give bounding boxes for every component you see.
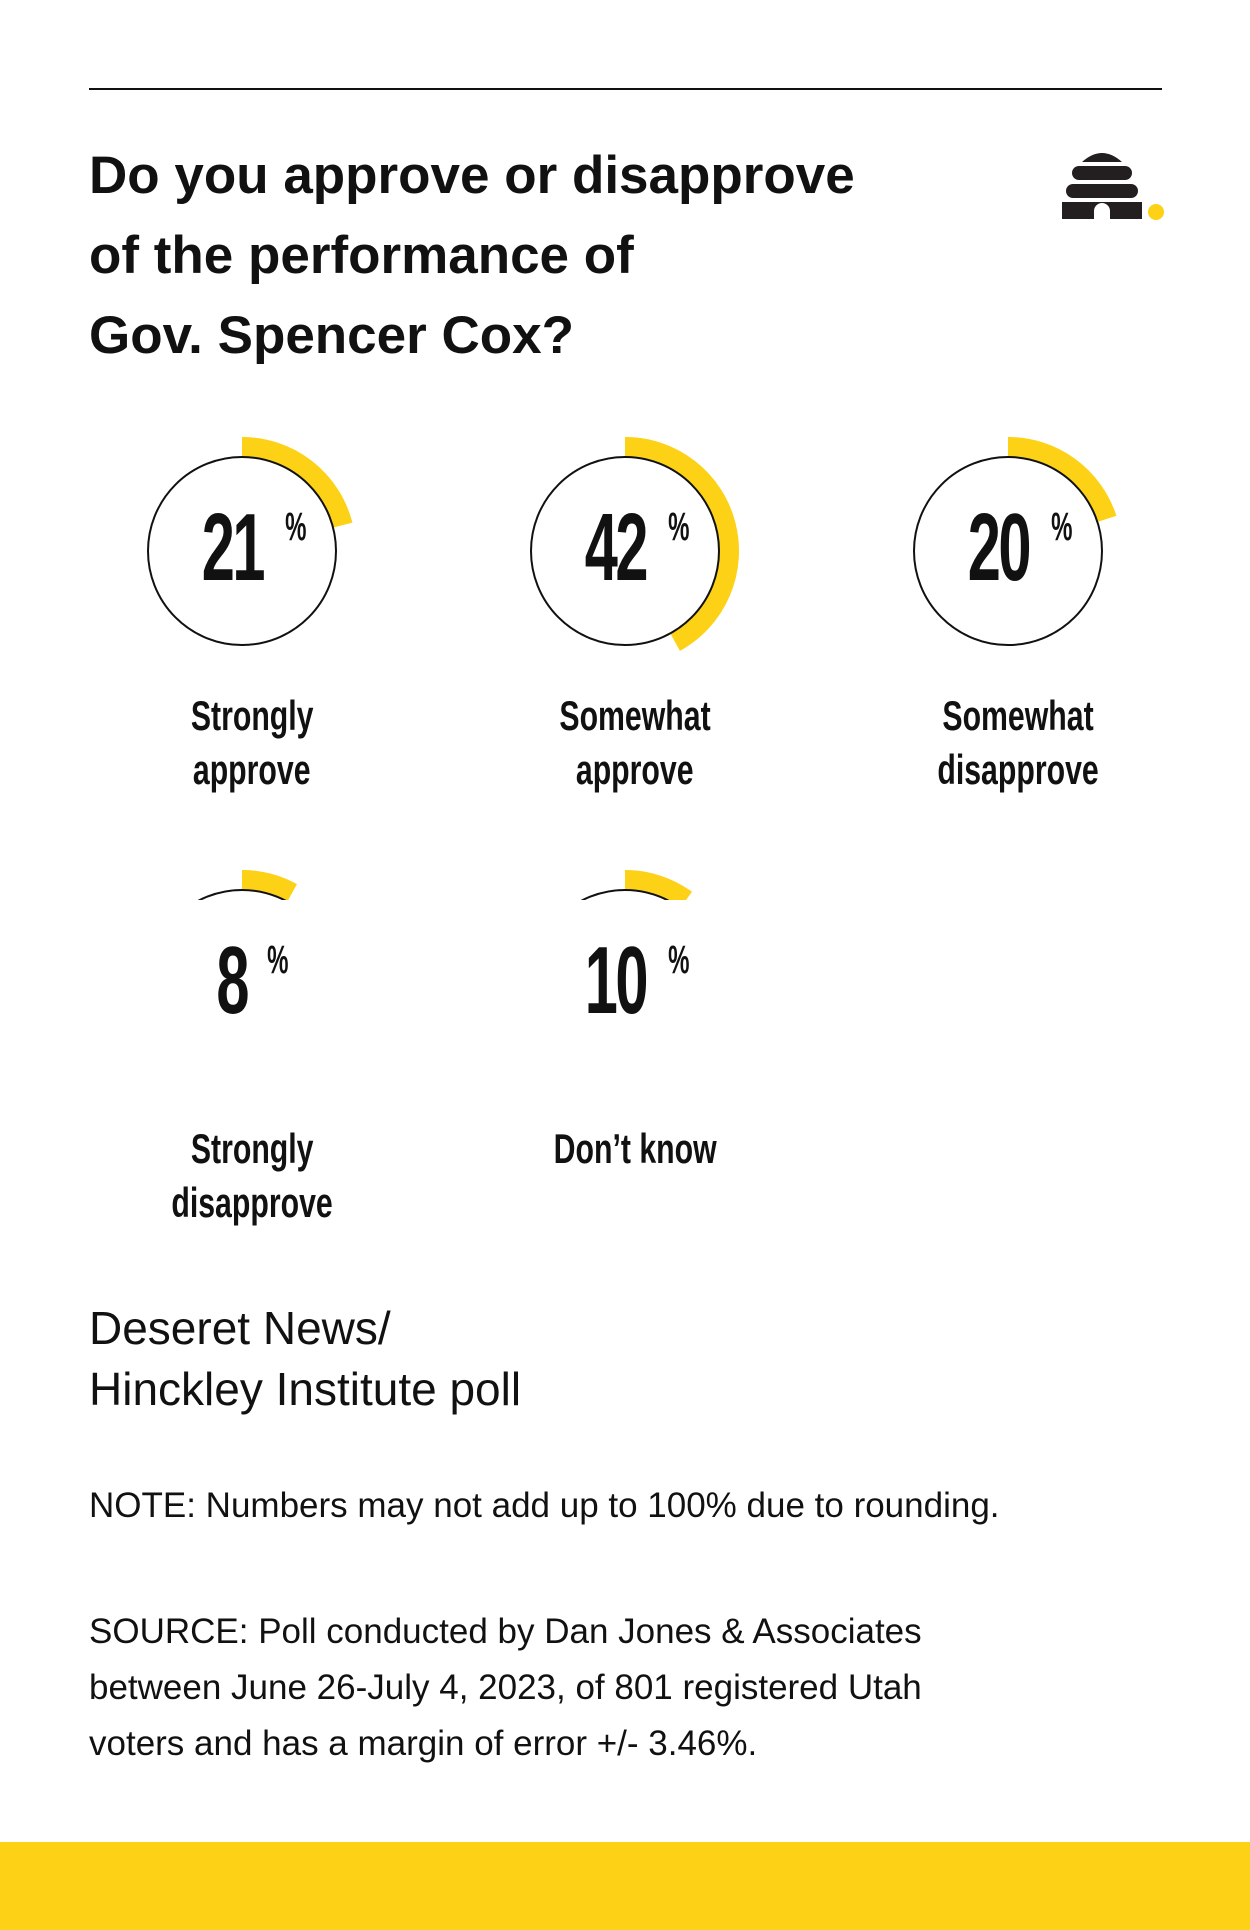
value-number: 20 [967, 494, 1031, 601]
source-title-line: Hinckley Institute poll [89, 1363, 522, 1415]
category-label: Don’t know [485, 1122, 785, 1176]
ring [530, 456, 720, 646]
value-arc [624, 870, 693, 900]
ring [197, 889, 287, 900]
percent-value: 20% [898, 493, 1098, 603]
source-text: SOURCE: Poll conducted by Dan Jones & As… [89, 1604, 1189, 1772]
note: NOTE: Numbers may not add up to 100% due… [89, 1486, 1000, 1525]
source-line: voters and has a margin of error +/- 3.4… [89, 1724, 758, 1763]
radial-chart [147, 437, 1117, 900]
title-line: of the performance of [89, 226, 634, 285]
value-arc [1007, 437, 1117, 523]
label-line: Somewhat [559, 692, 711, 739]
value-number: 42 [584, 494, 648, 601]
percent-sign: % [285, 505, 307, 549]
label-line: Strongly [190, 692, 314, 739]
source-line: SOURCE: Poll conducted by Dan Jones & As… [89, 1612, 922, 1651]
value-arc [241, 437, 353, 528]
percent-value: 21% [132, 493, 332, 603]
label-line: Strongly [190, 1125, 314, 1172]
ring [913, 456, 1103, 646]
percent-sign: % [1051, 505, 1073, 549]
category-label: Somewhat approve [485, 689, 785, 797]
label-line: disapprove [937, 746, 1099, 793]
percent-sign: % [267, 938, 289, 982]
source-line: between June 26-July 4, 2023, of 801 reg… [89, 1668, 922, 1707]
value-number: 21 [201, 494, 265, 601]
top-rule [89, 88, 1162, 90]
category-label: Strongly approve [102, 689, 402, 797]
source-title-line: Deseret News/ [89, 1302, 391, 1354]
percent-value: 10% [515, 926, 715, 1036]
percent-sign: % [668, 505, 690, 549]
label-line: disapprove [171, 1179, 333, 1226]
label-line: Somewhat [942, 692, 1094, 739]
source-title: Deseret News/ Hinckley Institute poll [89, 1298, 521, 1420]
beehive-icon [1062, 153, 1164, 220]
title-line: Do you approve or disapprove [89, 146, 855, 205]
label-line: approve [193, 746, 311, 793]
label-line: Don’t know [553, 1125, 717, 1172]
title-line: Gov. Spencer Cox? [89, 306, 574, 365]
percent-value: 42% [515, 493, 715, 603]
category-label: Strongly disapprove [102, 1122, 402, 1230]
value-number: 8 [216, 927, 250, 1034]
value-arc [241, 870, 297, 900]
label-line: approve [576, 746, 694, 793]
percent-value: 8% [132, 926, 332, 1036]
percent-sign: % [668, 938, 690, 982]
footer-bar [0, 1842, 1250, 1930]
value-arc [624, 437, 739, 651]
chart-title: Do you approve or disapprove of the perf… [89, 136, 989, 376]
ring [580, 889, 670, 900]
ring [147, 456, 337, 646]
category-label: Somewhat disapprove [868, 689, 1168, 797]
value-number: 10 [584, 927, 648, 1034]
